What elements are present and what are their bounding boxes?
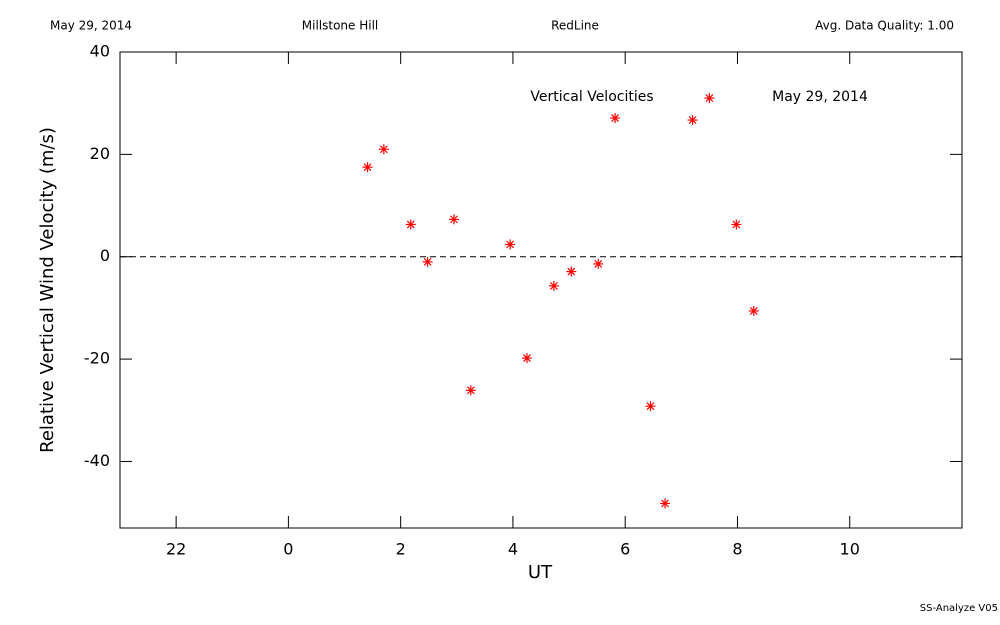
point-stroke bbox=[549, 281, 558, 290]
point bbox=[687, 115, 698, 126]
point-stroke bbox=[523, 354, 531, 362]
point-stroke bbox=[646, 402, 655, 411]
point-stroke bbox=[379, 145, 388, 154]
point-stroke bbox=[661, 499, 669, 508]
point bbox=[465, 385, 476, 396]
footer: SS-Analyze V05 bbox=[920, 603, 998, 614]
point bbox=[704, 93, 715, 104]
point bbox=[748, 305, 759, 316]
point-stroke bbox=[406, 220, 415, 229]
header-site: Millstone Hill bbox=[302, 19, 378, 33]
point-stroke bbox=[732, 220, 741, 229]
header-quality: Avg. Data Quality: 1.00 bbox=[815, 19, 954, 33]
point bbox=[505, 239, 516, 250]
point bbox=[593, 258, 604, 269]
y-tick-label: 40 bbox=[90, 42, 110, 61]
point bbox=[422, 256, 433, 267]
plot-frame bbox=[119, 51, 963, 529]
point-stroke bbox=[749, 307, 758, 315]
point-stroke bbox=[450, 215, 458, 224]
point bbox=[645, 401, 656, 412]
point bbox=[362, 162, 373, 173]
point-stroke bbox=[466, 386, 475, 395]
point-stroke bbox=[611, 114, 620, 122]
point-stroke bbox=[363, 163, 372, 172]
x-tick-label: 0 bbox=[283, 540, 293, 559]
x-tick-label: 2 bbox=[396, 540, 406, 559]
point bbox=[548, 280, 559, 291]
y-axis-label: Relative Vertical Wind Velocity (m/s) bbox=[37, 127, 58, 453]
point-stroke bbox=[506, 240, 515, 249]
x-tick-label: 4 bbox=[508, 540, 518, 559]
point bbox=[378, 144, 389, 155]
point bbox=[566, 266, 577, 277]
point-stroke bbox=[423, 257, 432, 266]
header-filter: RedLine bbox=[551, 19, 599, 33]
x-axis-label: UT bbox=[528, 562, 553, 583]
point bbox=[405, 219, 416, 230]
y-tick-label: 20 bbox=[90, 144, 110, 163]
y-tick-label: -40 bbox=[84, 451, 110, 470]
y-tick-label: 0 bbox=[100, 246, 110, 265]
point-stroke bbox=[567, 267, 576, 276]
x-tick-label: 10 bbox=[840, 540, 860, 559]
x-tick-label: 22 bbox=[166, 540, 186, 559]
point bbox=[448, 214, 459, 225]
point bbox=[610, 113, 621, 124]
header-date: May 29, 2014 bbox=[50, 19, 132, 33]
annotation: May 29, 2014 bbox=[772, 89, 868, 105]
x-tick-label: 6 bbox=[620, 540, 630, 559]
point-stroke bbox=[688, 116, 697, 124]
point-stroke bbox=[594, 259, 603, 268]
annotation: Vertical Velocities bbox=[530, 89, 653, 105]
x-tick-label: 8 bbox=[732, 540, 742, 559]
point bbox=[521, 353, 532, 364]
point-stroke bbox=[705, 94, 714, 102]
point bbox=[731, 219, 742, 230]
point bbox=[660, 498, 671, 509]
y-tick-label: -20 bbox=[84, 349, 110, 368]
